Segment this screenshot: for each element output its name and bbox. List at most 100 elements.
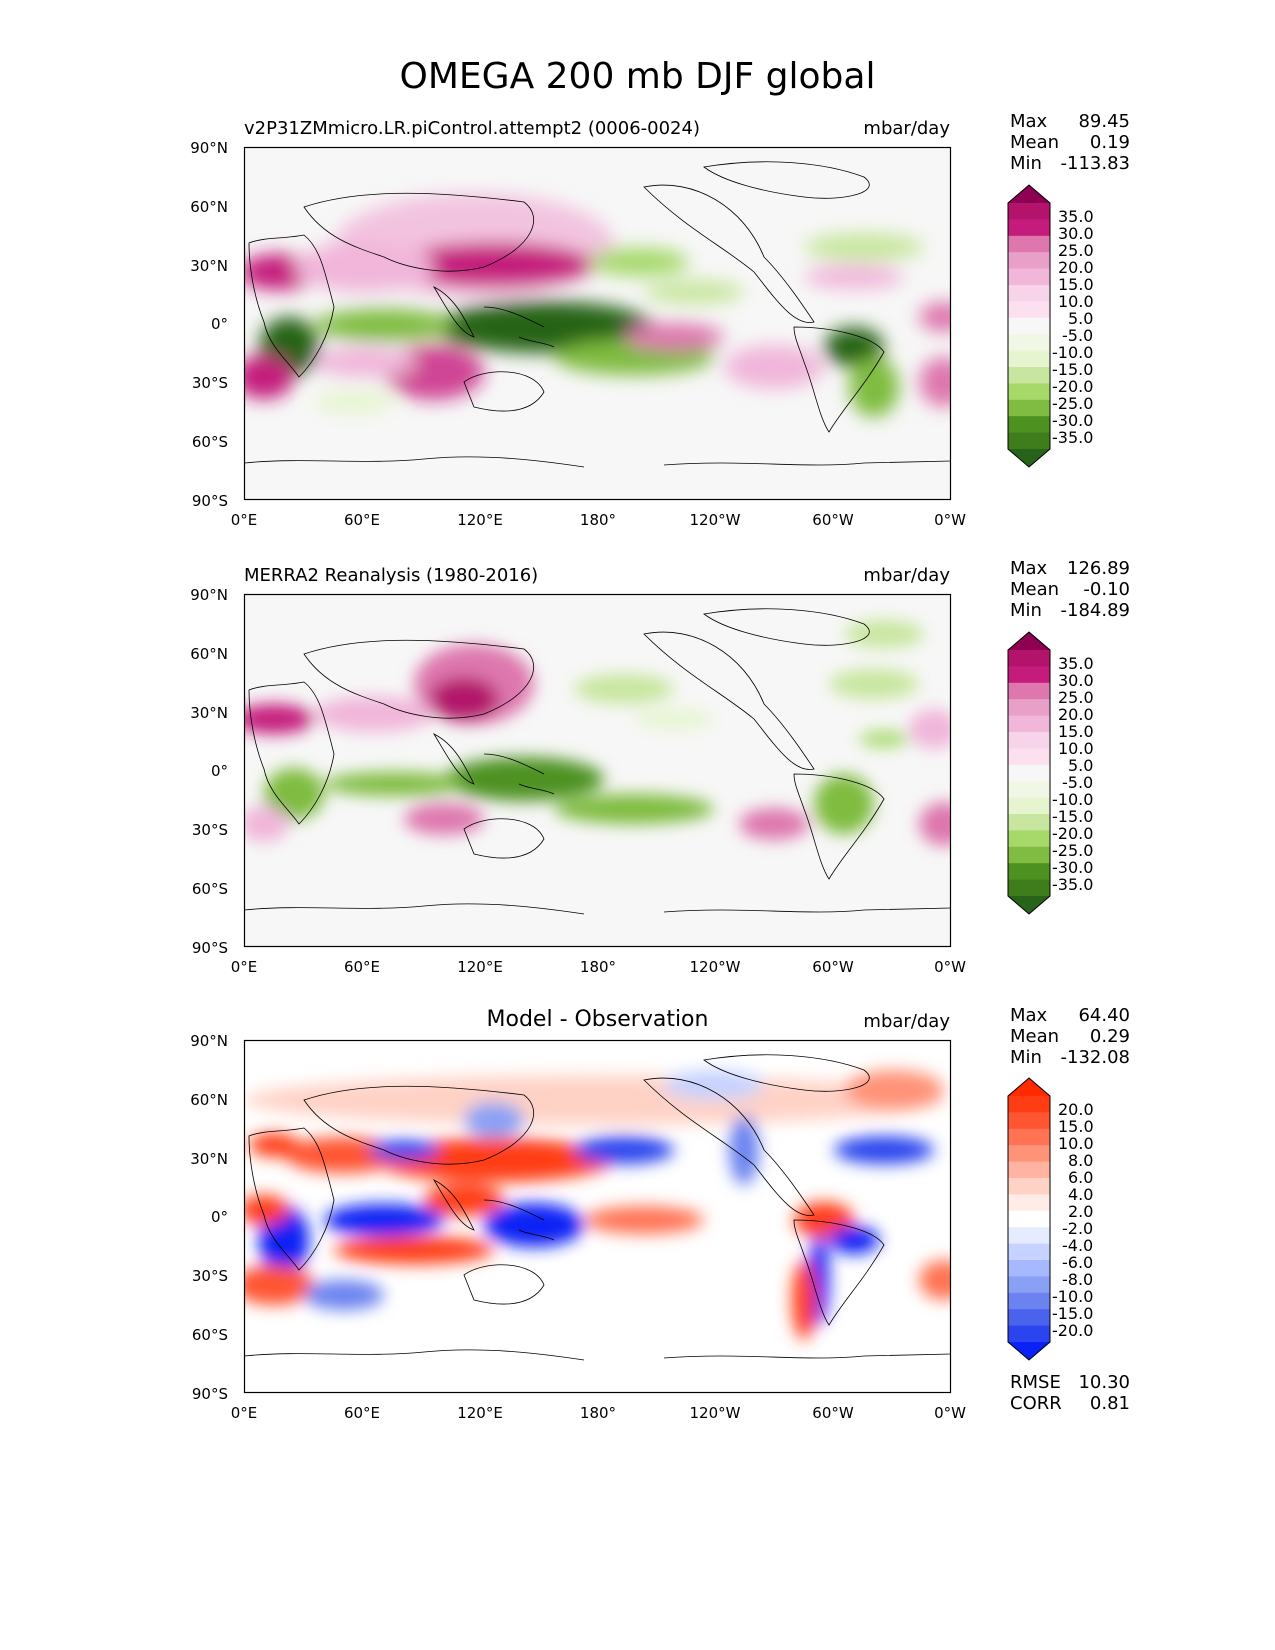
panel-3-units: mbar/day [863, 1011, 950, 1032]
x-tick-label: 0°E [230, 1404, 258, 1422]
colorbar-label: -30.0 [1052, 411, 1094, 430]
colorbar-label: -2.0 [1062, 1219, 1094, 1238]
colorbar-label: 6.0 [1068, 1168, 1094, 1187]
colorbar-segment [1008, 748, 1050, 766]
x-tick-label: 60°W [812, 958, 854, 976]
panel-1-field [244, 193, 951, 417]
y-tick-label: 90°S [191, 492, 228, 510]
colorbar-label: 35.0 [1058, 654, 1094, 673]
panel-3-coastlines [244, 1054, 951, 1361]
x-tick-label: 120°E [457, 511, 503, 529]
y-tick-label: 0° [210, 1208, 228, 1226]
colorbar-segment [1008, 367, 1050, 384]
x-tick-label: 120°W [689, 1404, 741, 1422]
colorbar-segment [1008, 301, 1050, 319]
colorbar-label: -10.0 [1052, 343, 1094, 362]
colorbar-label: 20.0 [1058, 258, 1094, 277]
colorbar-segment [1008, 235, 1050, 253]
x-tick-label: 0°E [230, 958, 258, 976]
colorbar-segment [1008, 715, 1050, 733]
y-tick-label: 90°N [190, 139, 228, 157]
colorbar-segment [1008, 682, 1050, 700]
colorbar-extend-min [1008, 449, 1050, 467]
colorbar-segment [1008, 1309, 1050, 1327]
y-tick-label: 30°N [190, 704, 228, 722]
y-tick-label: 60°S [191, 433, 228, 451]
colorbar-label: -8.0 [1062, 1270, 1094, 1289]
y-tick-label: 60°S [191, 880, 228, 898]
colorbar-label: 35.0 [1058, 207, 1094, 226]
colorbar-label: -20.0 [1052, 824, 1094, 843]
x-tick-label: 120°W [689, 958, 741, 976]
colorbar-label: -20.0 [1052, 377, 1094, 396]
colorbar-segment [1008, 383, 1050, 401]
colorbar-segment [1008, 1243, 1050, 1261]
y-tick-label: 30°N [190, 257, 228, 275]
colorbar-extend-max [1008, 185, 1050, 203]
colorbar-label: 15.0 [1058, 722, 1094, 741]
panel-2-units: mbar/day [863, 565, 950, 586]
colorbar-segment [1008, 879, 1050, 897]
panel-3-map [243, 1039, 952, 1394]
colorbar-label: -25.0 [1052, 394, 1094, 413]
colorbar-segment [1008, 317, 1050, 335]
x-tick-label: 180° [579, 511, 617, 529]
colorbar-segment [1008, 1178, 1050, 1195]
y-tick-label: 90°S [191, 939, 228, 957]
y-tick-label: 60°N [190, 198, 228, 216]
panel-2-coastlines [244, 608, 951, 915]
colorbar-segment [1008, 1227, 1050, 1245]
panel-3-field [244, 1070, 951, 1340]
colorbar-extend-min [1008, 896, 1050, 914]
colorbar-label: -5.0 [1062, 326, 1094, 345]
x-tick-label: 60°E [343, 958, 381, 976]
colorbar-outline [1007, 1077, 1051, 1361]
y-tick-label: 30°N [190, 1150, 228, 1168]
y-tick-label: 30°S [191, 374, 228, 392]
colorbar-segment [1008, 863, 1050, 881]
colorbar-label: -5.0 [1062, 773, 1094, 792]
colorbar-label: 25.0 [1058, 688, 1094, 707]
colorbar-label: 10.0 [1058, 1134, 1094, 1153]
colorbar-segment [1008, 699, 1050, 717]
colorbar-segment [1008, 334, 1050, 352]
colorbar-label: -20.0 [1052, 1321, 1094, 1340]
x-tick-label: 120°W [689, 511, 741, 529]
colorbar-label: -30.0 [1052, 858, 1094, 877]
colorbar-label: 10.0 [1058, 292, 1094, 311]
colorbar-segment [1008, 1210, 1050, 1228]
colorbar-extend-max [1008, 632, 1050, 650]
colorbar-label: -35.0 [1052, 875, 1094, 894]
figure-title: OMEGA 200 mb DJF global [399, 56, 876, 97]
x-tick-label: 60°E [343, 511, 381, 529]
x-tick-label: 120°E [457, 958, 503, 976]
y-tick-label: 0° [210, 315, 228, 333]
colorbar-segment [1008, 1276, 1050, 1294]
panel-2-map [243, 593, 952, 948]
colorbar-segment [1008, 1292, 1050, 1310]
colorbar-segment [1008, 781, 1050, 799]
panel-2-title: MERRA2 Reanalysis (1980-2016) [244, 565, 539, 586]
colorbar-segment [1008, 350, 1050, 368]
colorbar-label: 20.0 [1058, 1100, 1094, 1119]
x-tick-label: 60°W [812, 1404, 854, 1422]
colorbar-segment [1008, 252, 1050, 270]
colorbar-label: -10.0 [1052, 790, 1094, 809]
panel-1-units: mbar/day [863, 118, 950, 139]
colorbar-segment [1008, 1112, 1050, 1130]
colorbar-segment [1008, 650, 1050, 667]
colorbar-segment [1008, 1128, 1050, 1146]
colorbar-segment [1008, 1260, 1050, 1277]
colorbar-segment [1008, 268, 1050, 286]
colorbar-label: 15.0 [1058, 1117, 1094, 1136]
x-tick-label: 60°W [812, 511, 854, 529]
colorbar-label: 15.0 [1058, 275, 1094, 294]
colorbar-segment [1008, 732, 1050, 749]
panel-1-title: v2P31ZMmicro.LR.piControl.attempt2 (0006… [244, 118, 700, 139]
y-tick-label: 30°S [191, 821, 228, 839]
x-tick-label: 0°E [230, 511, 258, 529]
colorbar-segment [1008, 814, 1050, 831]
colorbar-label: 2.0 [1068, 1202, 1094, 1221]
colorbar-segment [1008, 285, 1050, 302]
y-tick-label: 30°S [191, 1267, 228, 1285]
